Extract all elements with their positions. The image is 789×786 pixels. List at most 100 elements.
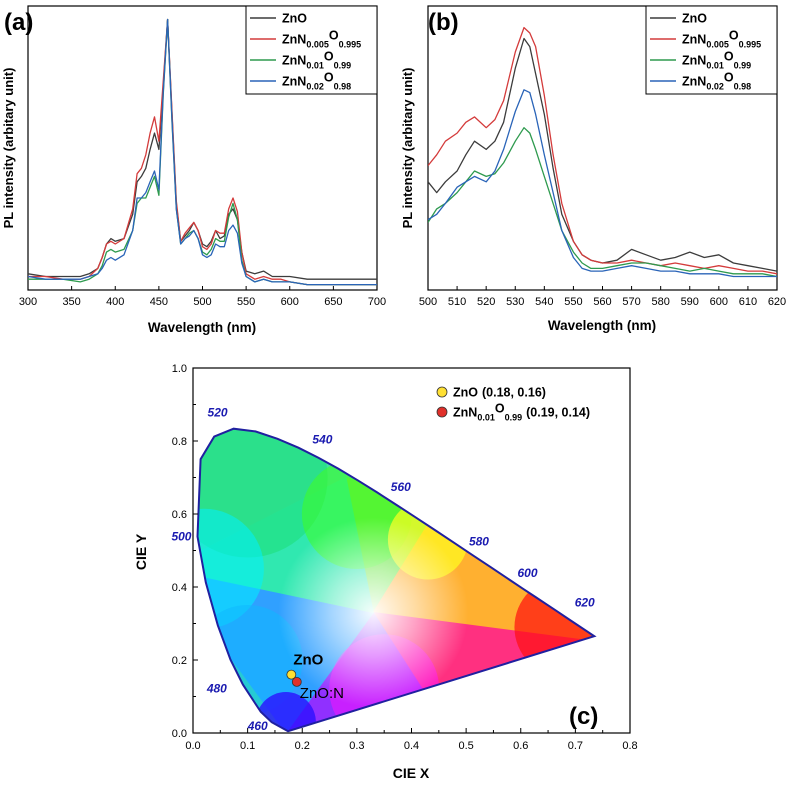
wavelength-label-540: 540 [312, 433, 332, 447]
b-series-line-1 [428, 26, 777, 275]
wavelength-label-460: 460 [247, 719, 268, 733]
wavelength-label-500: 500 [171, 529, 191, 543]
cie-legend-coords: (0.18, 0.16) [482, 386, 546, 400]
b-x-tick-label: 570 [622, 296, 640, 308]
b-series-line-3 [428, 89, 777, 278]
a-legend-text-name_base: ZnN [282, 54, 306, 68]
b-legend-text-name_base: ZnN [682, 75, 706, 89]
cie-x-tick-label: 0.2 [295, 740, 310, 752]
a-x-tick-label: 400 [106, 296, 124, 308]
cie-annotation-1: ZnO:N [300, 685, 344, 702]
a-legend-text-sub1: 0.01 [306, 61, 324, 71]
panel-b: 500 510 520 530 540 550 560 570 580 590 600 610 620 … [400, 5, 786, 333]
cie-x-tick-label: 0.3 [349, 740, 364, 752]
a-legend-text-o: O [329, 29, 339, 43]
b-series-line-0 [428, 37, 777, 272]
b-legend-text-sub1: 0.005 [706, 40, 729, 50]
a-legend-entry-0: ZnO [282, 12, 307, 26]
cie-point-1 [291, 677, 302, 687]
panel-a-x-title: Wavelength (nm) [148, 320, 256, 335]
cie-legend-marker-1 [436, 406, 448, 418]
b-x-tick-label: 520 [477, 296, 495, 308]
b-legend-text-name_base: ZnN [682, 54, 706, 68]
panel-c-y-title: CIE Y [133, 533, 149, 570]
b-legend-text-sub2: 0.99 [734, 61, 752, 71]
b-x-tick-label: 550 [564, 296, 582, 308]
b-x-tick-label: 590 [681, 296, 699, 308]
b-legend-entry-0: ZnO [682, 12, 707, 26]
wavelength-label-580: 580 [469, 534, 489, 548]
panel-a-x-ticks: 300 350 400 450 500 550 600 650 700 [19, 286, 386, 308]
b-legend-text-o: O [724, 71, 734, 85]
panel-b-legend-box [645, 5, 778, 95]
a-legend-text-sub1: 0.02 [306, 82, 324, 92]
panel-a: 300 350 400 450 500 550 600 650 700 (a) Waveleng… [1, 5, 386, 335]
b-x-tick-label: 510 [448, 296, 466, 308]
panel-c-label: (c) [569, 703, 598, 730]
cie-legend-entry-1: ZnN0.01O0.99 (0.19, 0.14) [453, 402, 590, 423]
cie-legend-text-legend_sub1: 0.01 [477, 413, 495, 423]
cie-y-tick-label: 0.2 [172, 655, 187, 667]
cie-x-tick-label: 0.1 [240, 740, 255, 752]
a-legend-text-sub2: 0.995 [339, 40, 362, 50]
a-legend-text-sub2: 0.98 [334, 82, 352, 92]
cie-y-tick-label: 0.4 [172, 582, 187, 594]
cie-legend-text-legend_sub2: 0.99 [505, 413, 523, 423]
b-x-tick-label: 530 [506, 296, 524, 308]
a-legend-entry-2: ZnN0.01O0.99 [282, 50, 351, 71]
panel-a-y-title: PL intensity (arbitary unit) [1, 68, 16, 229]
b-legend-text-sub2: 0.98 [734, 82, 752, 92]
b-legend-text-sub1: 0.02 [706, 82, 724, 92]
a-x-tick-label: 550 [237, 296, 255, 308]
b-x-tick-label: 610 [739, 296, 757, 308]
cie-x-tick-label: 0.4 [404, 740, 419, 752]
a-legend-text-o: O [324, 50, 334, 64]
cie-legend-entry-0: ZnO (0.18, 0.16) [453, 386, 546, 400]
b-x-tick-label: 540 [535, 296, 553, 308]
b-x-tick-label: 580 [651, 296, 669, 308]
b-legend-text-name_base: ZnN [682, 33, 706, 47]
cie-y-tick-label: 0.8 [172, 436, 187, 448]
cie-annotation-0: ZnO [293, 652, 323, 669]
wavelength-label-560: 560 [391, 480, 411, 494]
a-x-tick-label: 450 [150, 296, 168, 308]
panel-b-plot-area [428, 26, 777, 278]
a-series-line-1 [28, 18, 377, 286]
cie-legend-marker-0 [436, 386, 448, 398]
panel-a-legend-box [245, 5, 378, 95]
wavelength-labels: 460 480 500 520 540 560 580 600 620 [171, 406, 595, 733]
wavelength-label-480: 480 [206, 682, 227, 696]
spectral-locus-line [196, 427, 597, 733]
cie-legend-text-legend_o: O [495, 402, 505, 416]
a-x-tick-label: 300 [19, 296, 37, 308]
cie-legend-text-legend_main: ZnN [453, 406, 477, 420]
b-legend-text-name_base: ZnO [682, 12, 707, 26]
cie-y-tick-label: 1.0 [172, 363, 187, 375]
cie-legend-text-legend_main: ZnO [453, 386, 478, 400]
cie-x-tick-label: 0.6 [513, 740, 528, 752]
panel-a-legend: ZnOZnN0.005O0.995ZnN0.01O0.99ZnN0.02O0.9… [245, 5, 378, 95]
a-x-tick-label: 650 [324, 296, 342, 308]
b-legend-entry-2: ZnN0.01O0.99 [682, 50, 751, 71]
panel-a-plot-area [28, 18, 377, 286]
cie-x-tick-label: 0.5 [458, 740, 473, 752]
panel-c-legend: ZnO (0.18, 0.16) ZnN0.01O0.99 (0.19, 0.14) [436, 386, 590, 423]
b-legend-entry-1: ZnN0.005O0.995 [682, 29, 761, 50]
cie-x-tick-label: 0.0 [185, 740, 200, 752]
panel-b-label: (b) [428, 9, 459, 36]
a-legend-text-sub2: 0.99 [334, 61, 352, 71]
cie-points: ZnO ZnO:N [286, 652, 344, 702]
cie-legend-coords: (0.19, 0.14) [526, 406, 590, 420]
b-x-tick-label: 620 [768, 296, 786, 308]
b-legend-text-o: O [724, 50, 734, 64]
cie-y-tick-label: 0.0 [172, 728, 187, 740]
cie-x-tick-label: 0.8 [622, 740, 637, 752]
panel-b-legend: ZnOZnN0.005O0.995ZnN0.01O0.99ZnN0.02O0.9… [645, 5, 778, 95]
panel-a-label: (a) [4, 9, 33, 36]
cie-x-tick-label: 0.7 [568, 740, 583, 752]
cie-point-0 [286, 669, 297, 680]
wavelength-label-520: 520 [208, 406, 228, 420]
a-series-line-3 [28, 18, 377, 286]
a-legend-entry-3: ZnN0.02O0.98 [282, 71, 351, 92]
